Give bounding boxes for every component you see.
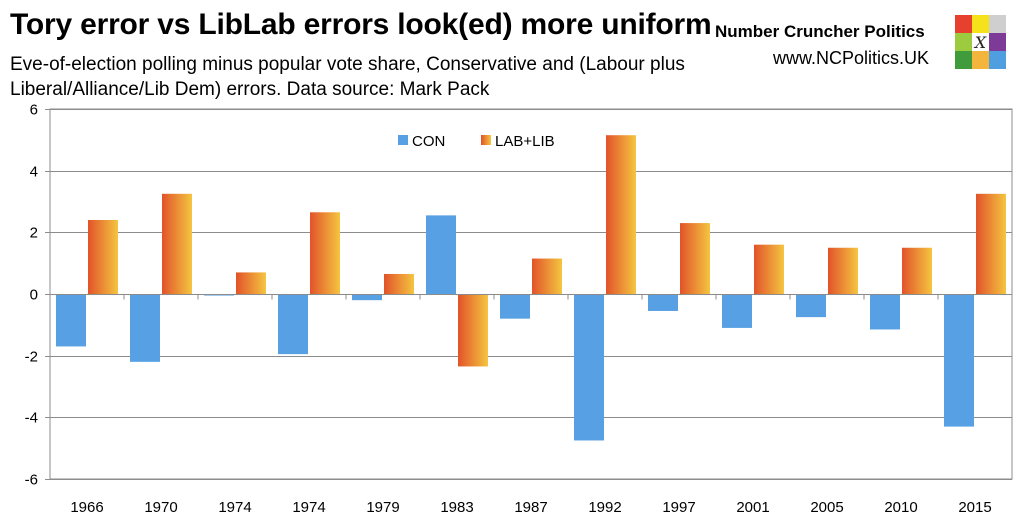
- bar-lab-lib: [976, 193, 1006, 294]
- logo-square: [955, 51, 972, 69]
- legend-lab-lib-label: LAB+LIB: [495, 133, 555, 150]
- x-tick-label: 1974: [218, 499, 251, 516]
- x-tick-label: 1987: [514, 499, 547, 516]
- logo-square: [989, 15, 1006, 33]
- x-tick-label: 1970: [144, 499, 177, 516]
- y-tick-label: 0: [30, 287, 38, 304]
- y-tick-label: -4: [25, 410, 38, 427]
- bar-con: [722, 294, 752, 328]
- bar-con: [870, 294, 900, 330]
- bar-con: [796, 294, 826, 318]
- bar-con: [648, 294, 678, 311]
- bar-con: [56, 294, 86, 347]
- logo-ballot-mark: X: [972, 33, 989, 52]
- logo-square: [955, 15, 972, 33]
- bar-lab-lib: [606, 135, 636, 294]
- x-tick-label: 1979: [366, 499, 399, 516]
- legend-con-label: CON: [412, 133, 445, 150]
- y-tick-label: -6: [25, 472, 38, 489]
- bar-lab-lib: [310, 212, 340, 294]
- logo-square: [955, 33, 972, 51]
- bar-lab-lib: [384, 273, 414, 294]
- bar-lab-lib: [680, 223, 710, 294]
- legend-lab-lib-swatch: [481, 135, 491, 145]
- bar-lab-lib: [754, 244, 784, 294]
- x-tick-label: 1983: [440, 499, 473, 516]
- bar-lab-lib: [88, 220, 118, 294]
- bar-lab-lib: [532, 258, 562, 294]
- logo-square: [972, 15, 989, 33]
- x-tick-label: 1997: [662, 499, 695, 516]
- brand-name: Number Cruncher Politics: [715, 22, 925, 41]
- logo-square: [972, 51, 989, 69]
- bar-con: [278, 294, 308, 355]
- bar-con: [130, 294, 160, 362]
- bar-lab-lib: [902, 247, 932, 294]
- bar-con: [426, 215, 456, 294]
- x-tick-label: 2010: [884, 499, 917, 516]
- y-tick-label: 2: [30, 225, 38, 242]
- y-tick-label: -2: [25, 349, 38, 366]
- y-tick-label: 4: [30, 164, 38, 181]
- logo-square: [989, 51, 1006, 69]
- bar-lab-lib: [162, 193, 192, 294]
- x-tick-label: 2005: [810, 499, 843, 516]
- x-tick-label: 2001: [736, 499, 769, 516]
- x-tick-label: 1974: [292, 499, 325, 516]
- legend-con-swatch: [398, 135, 408, 145]
- bar-con: [574, 294, 604, 441]
- y-tick-label: 6: [30, 102, 38, 119]
- chart-subtitle: Eve-of-election polling minus popular vo…: [10, 54, 685, 100]
- logo-square: [989, 33, 1006, 51]
- bar-lab-lib: [236, 272, 266, 294]
- bar-lab-lib: [458, 294, 488, 367]
- bar-con: [944, 294, 974, 427]
- brand-url: www.NCPolitics.UK: [773, 48, 930, 68]
- x-tick-label: 1966: [70, 499, 103, 516]
- bar-con: [352, 294, 382, 301]
- ncp-logo: X: [955, 15, 1006, 69]
- bar-lab-lib: [828, 247, 858, 294]
- bar-con: [500, 294, 530, 319]
- chart-title: Tory error vs LibLab errors look(ed) mor…: [10, 8, 712, 41]
- x-tick-label: 1992: [588, 499, 621, 516]
- x-tick-label: 2015: [958, 499, 991, 516]
